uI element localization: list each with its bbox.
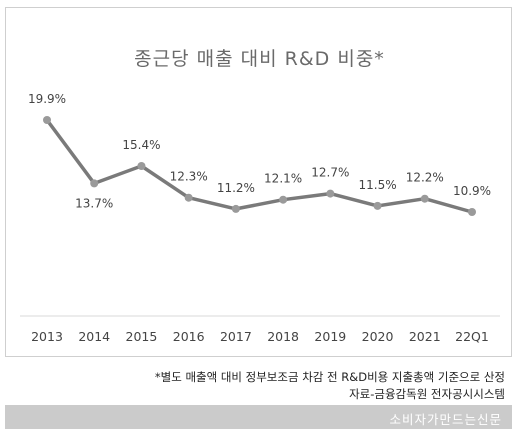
x-tick-label: 2014 [78,329,110,344]
data-label: 12.1% [264,172,302,186]
data-label: 11.5% [358,178,396,192]
x-tick-label: 2021 [409,329,441,344]
x-tick-label: 2019 [314,329,346,344]
data-label: 13.7% [75,196,113,210]
data-point [137,162,146,170]
data-label: 12.7% [311,166,349,180]
data-point [420,194,429,203]
x-tick-label: 2013 [31,329,63,344]
data-point [468,208,476,216]
data-point [184,193,193,202]
data-point [373,201,382,210]
footer-bar: 소비자가만드는신문 [5,405,512,429]
data-label: 11.2% [217,181,255,195]
x-tick-label: 22Q1 [455,329,489,344]
x-tick-label: 2017 [220,329,252,344]
data-label: 12.2% [406,171,444,185]
chart-card [5,7,512,357]
data-point [231,204,240,213]
chart-title: 종근당 매출 대비 R&D 비중* [134,48,385,70]
x-tick-label: 2020 [362,329,394,344]
data-label: 10.9% [453,184,491,198]
publisher-name: 소비자가만드는신문 [389,412,502,427]
series-line [45,118,474,214]
x-tick-label: 2016 [173,329,205,344]
data-label: 15.4% [122,138,160,152]
x-tick-label: 2015 [126,329,158,344]
data-point [43,116,51,124]
data-label: 12.3% [170,170,208,184]
data-point [326,189,335,198]
data-point [279,195,288,204]
data-point [90,179,99,188]
footnote: *별도 매출액 대비 정부보조금 차감 전 R&D비용 지출총액 기준으로 산정 [154,370,505,384]
source-note: 자료-금융감독원 전자공시시스템 [349,387,505,401]
x-tick-label: 2018 [267,329,299,344]
data-label: 19.9% [28,92,66,106]
